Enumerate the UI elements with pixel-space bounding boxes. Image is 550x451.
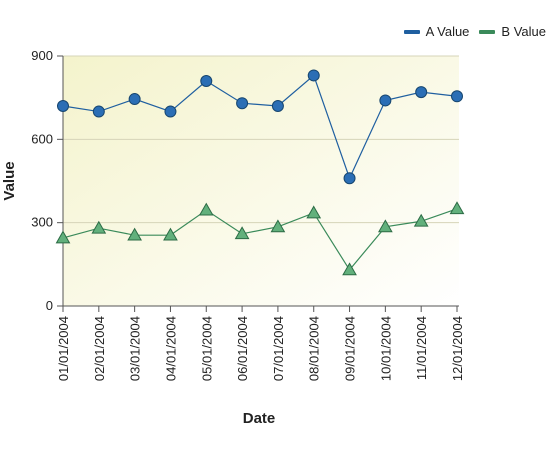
x-tick-label: 03/01/2004 xyxy=(128,316,143,381)
x-tick-label: 12/01/2004 xyxy=(450,316,465,381)
x-tick-label: 02/01/2004 xyxy=(92,316,107,381)
data-point-a xyxy=(307,69,320,82)
data-point-b xyxy=(413,213,429,227)
x-tick-label: 06/01/2004 xyxy=(235,316,250,381)
data-point-a xyxy=(451,90,463,103)
legend-swatch-a xyxy=(403,29,420,34)
data-point-b xyxy=(270,219,286,233)
x-tick-label: 10/01/2004 xyxy=(378,316,393,381)
series-line-a xyxy=(62,74,458,180)
legend-swatch-b xyxy=(479,29,496,34)
data-point-b xyxy=(91,220,107,234)
x-tick-label: 08/01/2004 xyxy=(307,316,322,381)
data-point-a xyxy=(379,94,392,107)
plot-area xyxy=(63,56,459,306)
legend-item-a: A Value xyxy=(403,24,470,39)
y-tick-label: 900 xyxy=(31,48,53,63)
series-line-b xyxy=(62,208,458,271)
legend-item-b: B Value xyxy=(479,24,546,39)
data-point-a xyxy=(92,105,105,118)
legend-label-b: B Value xyxy=(501,24,546,39)
data-point-b xyxy=(127,227,142,241)
data-point-a xyxy=(200,75,213,87)
x-tick-label: 05/01/2004 xyxy=(199,316,214,381)
data-point-b xyxy=(342,262,357,276)
x-tick-label: 11/01/2004 xyxy=(414,316,429,380)
x-tick-label: 09/01/2004 xyxy=(343,316,358,381)
x-tick-label: 04/01/2004 xyxy=(163,316,178,381)
data-point-a xyxy=(57,100,69,112)
x-axis-title: Date xyxy=(243,410,276,427)
x-tick-label: 01/01/2004 xyxy=(56,316,71,381)
data-point-a xyxy=(271,100,284,112)
x-tick-label: 07/01/2004 xyxy=(271,316,286,381)
data-point-b xyxy=(378,219,393,233)
y-tick-label: 300 xyxy=(31,215,53,230)
data-point-b xyxy=(163,227,178,241)
data-point-b xyxy=(55,230,71,244)
y-axis-title: Value xyxy=(1,161,18,200)
data-point-a xyxy=(128,93,141,106)
data-point-b xyxy=(449,201,465,215)
data-point-a xyxy=(236,97,249,110)
data-point-a xyxy=(343,172,356,185)
data-point-b xyxy=(306,205,322,219)
legend-label-a: A Value xyxy=(425,24,470,39)
y-tick-label: 600 xyxy=(31,131,53,146)
data-point-a xyxy=(415,86,428,99)
data-point-b xyxy=(234,226,250,240)
data-point-a xyxy=(164,105,177,118)
data-point-b xyxy=(198,202,214,216)
legend: A Value B Value xyxy=(403,24,546,39)
y-tick-label: 0 xyxy=(46,298,53,313)
